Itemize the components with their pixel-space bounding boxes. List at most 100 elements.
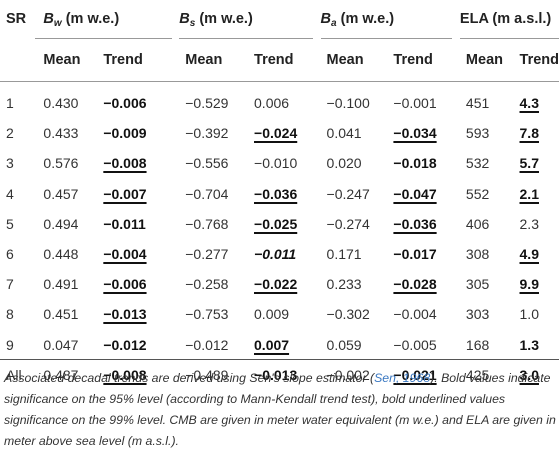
group-gap xyxy=(313,239,321,269)
cell-sr: 9 xyxy=(6,336,14,353)
cell-bs-mean: −0.012 xyxy=(185,336,229,353)
cell-bw-mean: 0.491 xyxy=(43,276,79,293)
cell-ba-mean: −0.274 xyxy=(326,215,370,232)
cell-bs-mean: −0.753 xyxy=(185,306,229,323)
table-footnote: Associated decadal trends are derived us… xyxy=(4,368,556,452)
cell-bs-mean: −0.489 xyxy=(185,366,229,383)
group-gap xyxy=(172,179,180,209)
group-header-ela: ELA (m a.s.l.) xyxy=(459,0,559,39)
group-unit: (m w.e.) xyxy=(199,11,253,27)
group-gap xyxy=(313,148,321,178)
cell-ela-trend: 5.7 xyxy=(519,155,539,172)
group-gap xyxy=(452,179,460,209)
cell-bw-trend: −0.006 xyxy=(103,95,147,112)
group-gap xyxy=(313,0,321,39)
cell-ela-mean: 552 xyxy=(465,185,490,202)
cell-sr: 8 xyxy=(6,306,14,323)
footnote-text-1: Associated decadal trends are derived us… xyxy=(4,371,375,385)
group-subscript: s xyxy=(189,18,196,29)
cell-ela-mean: 532 xyxy=(465,155,490,172)
cell-ba-mean: 0.041 xyxy=(326,125,362,142)
cell-bw-trend: −0.009 xyxy=(103,125,147,142)
group-gap xyxy=(172,299,180,329)
cell-ba-trend: −0.036 xyxy=(393,215,437,232)
cell-ela-trend: 2.1 xyxy=(519,185,539,202)
cell-ba-mean: 0.233 xyxy=(326,276,362,293)
cell-ba-mean: 0.171 xyxy=(326,246,362,263)
group-gap xyxy=(172,82,180,119)
subheader-mean: Mean xyxy=(43,52,81,68)
footnote-text-2: ). Bold values indicate significance on … xyxy=(4,371,556,448)
table-row: 4 0.457 −0.007 −0.704 −0.036 −0.247 −0.0… xyxy=(0,179,559,209)
cell-ba-trend: −0.018 xyxy=(393,155,437,172)
cell-ba-trend: −0.021 xyxy=(393,366,437,383)
group-gap xyxy=(172,239,180,269)
group-header-bw: Bw (m w.e.) xyxy=(35,0,172,39)
cell-ela-mean: 305 xyxy=(465,276,490,293)
cell-bw-trend: −0.008 xyxy=(103,366,147,383)
group-gap xyxy=(172,148,180,178)
table-row: 7 0.491 −0.006 −0.258 −0.022 0.233 −0.02… xyxy=(0,269,559,299)
group-gap xyxy=(172,269,180,299)
group-unit: ELA (m a.s.l.) xyxy=(459,11,552,27)
cell-bw-mean: 0.430 xyxy=(43,95,79,112)
group-symbol: B xyxy=(320,11,332,27)
cell-ela-trend: 4.9 xyxy=(519,246,539,263)
mass-balance-table: SR Bw (m w.e.) Bs (m w.e.) Ba (m w.e.) E xyxy=(0,0,559,383)
table-row: 5 0.494 −0.011 −0.768 −0.025 −0.274 −0.0… xyxy=(0,209,559,239)
cell-bs-trend: −0.010 xyxy=(254,155,298,172)
group-gap xyxy=(452,239,460,269)
subheader-trend: Trend xyxy=(254,52,294,68)
group-gap xyxy=(452,0,460,39)
subheader-mean: Mean xyxy=(185,52,223,68)
cell-bw-trend: −0.011 xyxy=(103,215,146,232)
cell-bs-mean: −0.704 xyxy=(185,185,229,202)
cell-ela-trend: 1.3 xyxy=(519,336,539,353)
cell-sr: 5 xyxy=(6,215,14,232)
cell-ba-mean: −0.100 xyxy=(326,95,370,112)
cell-ela-trend: 9.9 xyxy=(519,276,539,293)
table-row: 9 0.047 −0.012 −0.012 0.007 0.059 −0.005… xyxy=(0,330,559,360)
group-gap xyxy=(452,330,460,360)
cell-bs-trend: −0.011 xyxy=(254,246,297,263)
cell-bw-mean: 0.047 xyxy=(43,336,79,353)
cell-bs-mean: −0.556 xyxy=(185,155,229,172)
cell-ba-trend: −0.004 xyxy=(393,306,437,323)
footnote-divider xyxy=(0,359,559,360)
cell-bw-trend: −0.008 xyxy=(103,155,147,172)
cell-ela-trend: 7.8 xyxy=(519,125,539,142)
table-row: 3 0.576 −0.008 −0.556 −0.010 0.020 −0.01… xyxy=(0,148,559,178)
subheader-row: Mean Trend Mean Trend Mean Trend Mean Tr… xyxy=(0,39,559,82)
cell-bs-trend: 0.007 xyxy=(254,336,290,353)
group-header-ba: Ba (m w.e.) xyxy=(320,0,453,39)
group-gap xyxy=(313,82,321,119)
cell-ba-trend: −0.028 xyxy=(393,276,437,293)
table-row: 2 0.433 −0.009 −0.392 −0.024 0.041 −0.03… xyxy=(0,118,559,148)
group-gap xyxy=(172,118,180,148)
group-gap xyxy=(172,209,180,239)
cell-bw-mean: 0.576 xyxy=(43,155,79,172)
group-subscript: w xyxy=(53,18,62,29)
cell-ba-trend: −0.017 xyxy=(393,246,437,263)
cell-bs-mean: −0.258 xyxy=(185,276,229,293)
cell-ela-mean: 451 xyxy=(465,95,490,112)
cell-sr: 1 xyxy=(6,95,14,112)
group-symbol: B xyxy=(43,11,54,27)
group-gap xyxy=(452,209,460,239)
group-gap xyxy=(452,82,460,119)
cell-bs-trend: 0.006 xyxy=(254,95,290,112)
cell-sr: 4 xyxy=(6,185,14,202)
group-gap xyxy=(172,0,180,39)
group-gap xyxy=(172,39,180,82)
group-gap xyxy=(313,39,321,82)
citation-link[interactable]: Sen, 1968 xyxy=(374,371,431,385)
cell-sr: 2 xyxy=(6,125,14,142)
group-gap xyxy=(452,118,460,148)
subheader-trend: Trend xyxy=(393,52,433,68)
cell-bw-mean: 0.457 xyxy=(43,185,79,202)
cell-ba-mean: −0.302 xyxy=(326,306,370,323)
cell-bw-trend: −0.006 xyxy=(103,276,147,293)
group-gap xyxy=(313,118,321,148)
group-gap xyxy=(313,299,321,329)
